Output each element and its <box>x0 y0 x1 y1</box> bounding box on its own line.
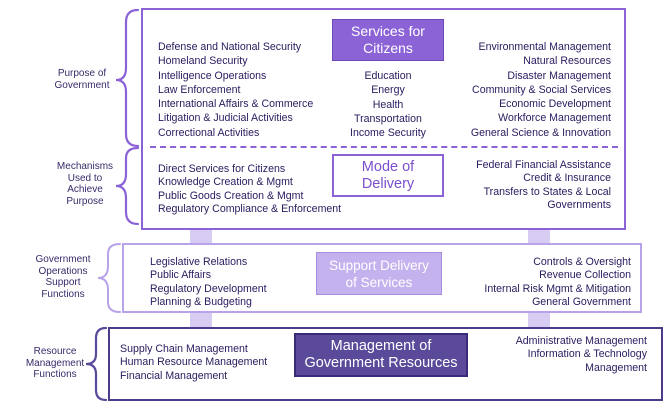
brace-purpose <box>115 8 140 148</box>
list-item: Federal Financial Assistance <box>476 159 611 171</box>
support-left-list: Legislative Relations Public Affairs Reg… <box>150 256 267 309</box>
list-item: Transportation <box>354 112 422 125</box>
list-item: Economic Development <box>499 98 611 111</box>
list-item: Intelligence Operations <box>158 69 267 82</box>
list-item: Revenue Collection <box>539 269 631 282</box>
services-for-citizens-header: Services for Citizens <box>332 19 444 61</box>
list-item: Health <box>372 98 404 111</box>
brace-resource <box>85 326 108 402</box>
list-item: Legislative Relations <box>150 256 248 268</box>
list-item: General Science & Innovation <box>470 126 611 139</box>
list-item: Transfers to States & Local <box>483 185 611 198</box>
services-right-list: Environmental Management Natural Resourc… <box>471 40 611 140</box>
list-item: Environmental Management <box>478 41 612 53</box>
list-item: Community & Social Services <box>472 83 611 96</box>
connector-right-bottom <box>528 313 550 327</box>
list-item: Internal Risk Mgmt & Mitigation <box>484 282 631 295</box>
list-item: General Government <box>532 295 631 308</box>
list-item: Law Enforcement <box>158 83 241 96</box>
list-item: Human Resource Management <box>120 356 268 369</box>
side-label-resource: Resource Management Functions <box>25 346 85 380</box>
list-item: Regulatory Development <box>150 282 267 295</box>
mode-of-delivery-header: Mode of Delivery <box>332 154 444 197</box>
support-delivery-header: Support Delivery of Services <box>316 252 442 295</box>
list-item: Disaster Management <box>507 69 611 82</box>
connector-right-top <box>528 230 550 243</box>
services-center-list: Education Energy Health Transportation I… <box>338 69 438 140</box>
list-item: Regulatory Compliance & Enforcement <box>158 202 342 215</box>
list-item: Energy <box>371 84 405 97</box>
list-item: Controls & Oversight <box>533 256 631 268</box>
brace-mechanisms <box>115 146 140 226</box>
list-item: Defense and National Security <box>158 41 302 53</box>
side-label-purpose: Purpose of Government <box>54 68 110 91</box>
side-label-mechanisms: Mechanisms Used to Achieve Purpose <box>56 161 114 207</box>
side-label-operations: Government Operations Support Functions <box>35 254 91 300</box>
list-item: Supply Chain Management <box>120 343 248 355</box>
brace-operations <box>97 243 121 313</box>
list-item: Management <box>585 361 647 374</box>
list-item: Public Goods Creation & Mgmt <box>158 189 304 202</box>
list-item: Credit & Insurance <box>523 172 611 185</box>
list-item: Knowledge Creation & Mgmt <box>158 176 293 189</box>
dashed-divider <box>150 146 618 148</box>
connector-left-top <box>190 230 212 243</box>
list-item: Direct Services for Citizens <box>158 163 286 175</box>
management-right-list: Administrative Management Information & … <box>516 335 647 375</box>
list-item: Administrative Management <box>515 335 647 347</box>
connector-left-bottom <box>190 313 212 327</box>
list-item: Income Security <box>350 127 426 140</box>
list-item: Financial Management <box>120 369 228 382</box>
list-item: Workforce Management <box>498 112 611 125</box>
list-item: Homeland Security <box>158 55 248 68</box>
mode-left-list: Direct Services for Citizens Knowledge C… <box>158 163 341 216</box>
list-item: Information & Technology <box>527 348 647 361</box>
list-item: Planning & Budgeting <box>150 295 252 308</box>
list-item: Correctional Activities <box>158 126 260 139</box>
mode-right-list: Federal Financial Assistance Credit & In… <box>476 159 611 212</box>
management-left-list: Supply Chain Management Human Resource M… <box>120 343 267 383</box>
list-item: Natural Resources <box>523 55 611 68</box>
management-resources-header: Management of Government Resources <box>294 333 468 377</box>
support-right-list: Controls & Oversight Revenue Collection … <box>484 256 631 309</box>
list-item: Litigation & Judicial Activities <box>158 112 293 125</box>
list-item: Education <box>364 70 412 82</box>
list-item: Public Affairs <box>150 269 212 282</box>
list-item: Governments <box>547 198 611 211</box>
services-left-list: Defense and National Security Homeland S… <box>158 40 313 140</box>
list-item: International Affairs & Commerce <box>158 98 314 111</box>
